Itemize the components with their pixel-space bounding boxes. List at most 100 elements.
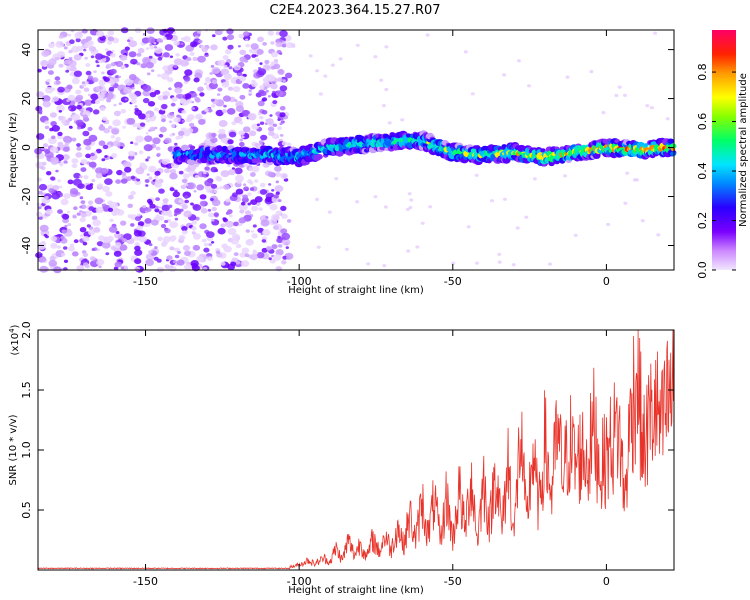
- noise-point: [141, 37, 150, 44]
- noise-point: [277, 244, 283, 248]
- noise-point: [149, 126, 155, 131]
- noise-point: [281, 232, 291, 240]
- noise-point: [93, 227, 101, 233]
- noise-point: [169, 221, 179, 229]
- noise-point: [76, 143, 81, 147]
- noise-point: [182, 245, 191, 251]
- noise-point: [130, 223, 135, 227]
- noise-point: [400, 118, 405, 122]
- noise-point: [63, 193, 71, 200]
- colorbar-tick-label: 0.2: [696, 212, 709, 230]
- noise-point: [183, 210, 192, 218]
- noise-point: [110, 62, 116, 67]
- noise-point: [164, 264, 171, 269]
- noise-point: [204, 166, 210, 171]
- noise-point: [338, 57, 343, 61]
- noise-point: [282, 255, 288, 260]
- noise-point: [191, 226, 197, 231]
- noise-point: [144, 135, 153, 142]
- noise-point: [156, 152, 161, 156]
- noise-point: [113, 266, 119, 271]
- noise-point: [275, 172, 282, 177]
- noise-point: [201, 238, 207, 243]
- noise-point: [277, 118, 281, 121]
- noise-point: [254, 142, 260, 147]
- noise-point: [169, 112, 174, 116]
- noise-point: [279, 112, 286, 118]
- noise-point: [281, 141, 288, 146]
- noise-point: [245, 229, 250, 233]
- noise-point: [154, 126, 158, 130]
- noise-point: [625, 171, 630, 175]
- noise-point: [67, 179, 74, 185]
- noise-point: [148, 200, 154, 205]
- noise-point: [267, 171, 275, 178]
- noise-point: [205, 174, 209, 177]
- noise-point: [243, 31, 250, 37]
- noise-point: [148, 165, 157, 173]
- noise-point: [285, 256, 290, 259]
- noise-point: [164, 44, 174, 51]
- noise-point: [127, 194, 134, 200]
- noise-point: [80, 167, 87, 173]
- noise-point: [91, 215, 98, 221]
- noise-point: [43, 64, 47, 67]
- noise-point: [174, 217, 179, 221]
- noise-point: [218, 120, 228, 127]
- noise-point: [279, 122, 283, 125]
- noise-point: [83, 87, 90, 92]
- noise-point: [87, 75, 94, 80]
- noise-point: [277, 199, 282, 203]
- noise-point: [235, 105, 244, 112]
- colorbar-ticks: 0.0 0.2 0.4 0.6 0.8: [696, 63, 736, 279]
- noise-point: [95, 148, 102, 154]
- noise-point: [174, 87, 183, 94]
- noise-point: [92, 77, 99, 83]
- noise-point: [49, 127, 54, 132]
- noise-point: [197, 55, 206, 63]
- spectrogram-x-tick-label: -150: [133, 275, 158, 288]
- noise-point: [197, 86, 204, 92]
- noise-point: [196, 255, 204, 262]
- noise-point: [183, 183, 189, 187]
- noise-point: [203, 82, 208, 86]
- noise-point: [291, 44, 296, 48]
- noise-point: [184, 69, 193, 76]
- noise-point: [85, 145, 92, 151]
- noise-point: [157, 56, 163, 61]
- snr-x-label: Height of straight line (km): [288, 585, 424, 596]
- noise-point: [147, 101, 156, 107]
- noise-point: [96, 64, 100, 68]
- noise-point: [497, 252, 502, 256]
- noise-point: [68, 56, 73, 61]
- noise-point: [259, 90, 267, 97]
- noise-point: [623, 201, 628, 205]
- noise-point: [57, 179, 61, 183]
- noise-point: [61, 229, 67, 234]
- noise-point: [379, 78, 384, 82]
- noise-point: [76, 265, 85, 272]
- noise-point: [120, 178, 128, 184]
- noise-point: [243, 35, 251, 41]
- noise-point: [169, 246, 175, 251]
- figure-title: C2E4.2023.364.15.27.R07: [269, 3, 440, 18]
- noise-point: [58, 34, 64, 39]
- noise-point: [88, 134, 98, 142]
- noise-point: [170, 265, 174, 268]
- noise-point: [154, 89, 161, 95]
- noise-point: [258, 115, 264, 120]
- noise-point: [259, 189, 268, 195]
- noise-point: [158, 188, 165, 194]
- noise-point: [76, 146, 82, 151]
- noise-point: [273, 59, 279, 63]
- noise-point: [261, 97, 268, 102]
- noise-point: [279, 105, 286, 111]
- noise-point: [524, 215, 529, 219]
- noise-point: [105, 63, 112, 69]
- noise-point: [128, 92, 136, 99]
- noise-point: [239, 56, 247, 63]
- noise-point: [168, 213, 173, 218]
- noise-point: [98, 125, 106, 131]
- noise-point: [214, 29, 223, 36]
- noise-point: [282, 79, 286, 83]
